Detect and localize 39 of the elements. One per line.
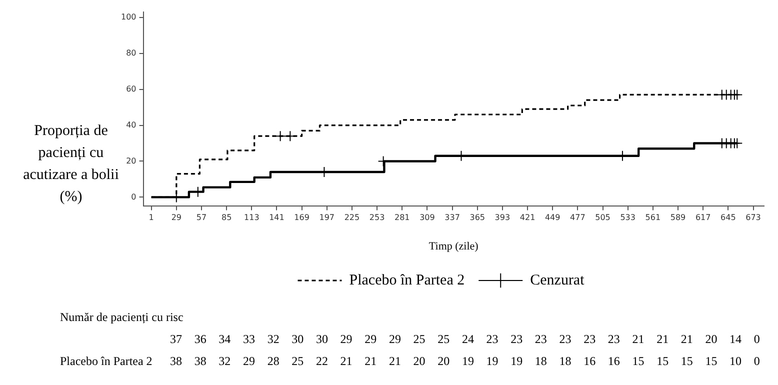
x-tick-label: 57 [196,213,207,222]
y-tick-label: 100 [120,12,136,22]
x-tick-label: 365 [470,213,486,222]
y-tick-label: 60 [126,84,136,94]
x-tick-label: 225 [344,213,360,222]
x-axis-title: Timp (zile) [428,240,479,252]
y-tick-label: 20 [126,156,136,166]
x-tick-label: 85 [221,213,232,222]
x-tick-label: 421 [520,213,536,222]
x-tick-label: 281 [394,213,410,222]
x-tick-label: 169 [294,213,310,222]
x-tick-label: 113 [244,213,260,222]
legend-label: Cenzurat [530,272,586,288]
x-tick-label: 393 [494,213,510,222]
text: 38 38 32 29 28 25 22 21 21 21 20 20 19 19 19 18 18 16 16 15 15 15 15 10 0 [170,354,760,368]
x-tick-label: 589 [670,213,686,222]
y-tick-label: 40 [126,120,136,130]
x-tick-label: 29 [171,213,182,222]
x-tick-label: 561 [645,213,661,222]
x-tick-label: 673 [746,213,761,222]
y-tick-label: 0 [131,192,136,202]
y-tick-label: 80 [126,48,136,58]
x-tick-label: 617 [695,213,711,222]
x-tick-label: 477 [570,213,586,222]
x-tick-label: 141 [269,213,284,222]
text: Număr de pacienți cu risc [60,308,184,326]
legend-label: Placebo în Partea 2 [349,272,465,288]
x-tick-label: 533 [620,213,636,222]
y-axis-title: Proporția de pacienți cu acutizare a bolii (%) [23,123,119,205]
x-tick-label: 309 [420,213,435,222]
x-tick-label: 645 [720,213,736,222]
x-tick-label: 505 [595,213,610,222]
x-tick-label: 337 [444,213,460,222]
x-tick-label: 1 [148,213,154,222]
x-tick-label: 253 [369,213,385,222]
text: 37 36 34 33 32 30 30 29 29 29 25 25 24 23 23 23 23 23 23 21 21 21 20 14 0 [170,332,760,346]
x-tick-label: 449 [544,213,560,222]
x-tick-label: 197 [319,213,335,222]
text: Placebo în Partea 2 [60,354,154,368]
